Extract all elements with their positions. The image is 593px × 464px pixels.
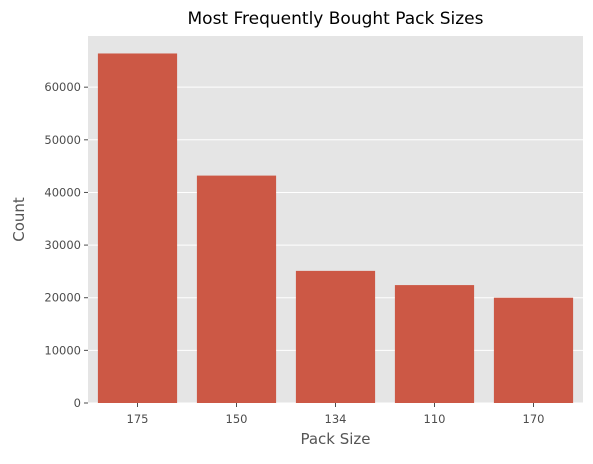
bar-110 xyxy=(394,285,475,403)
bar-175 xyxy=(97,53,178,403)
y-axis-ticks: 0 10000 20000 30000 40000 50000 60000 xyxy=(44,80,88,410)
y-tick-label: 10000 xyxy=(44,343,81,357)
bar-170 xyxy=(493,297,574,403)
x-tick-label: 134 xyxy=(325,412,347,426)
y-tick-label: 0 xyxy=(74,396,81,410)
y-axis-label: Count xyxy=(10,197,28,242)
bar-150 xyxy=(196,175,277,403)
y-tick-label: 30000 xyxy=(44,238,81,252)
bar-134 xyxy=(295,270,376,403)
bars xyxy=(97,53,574,403)
chart-title: Most Frequently Bought Pack Sizes xyxy=(188,9,484,29)
x-tick-label: 110 xyxy=(424,412,446,426)
x-tick-label: 150 xyxy=(226,412,248,426)
x-axis-label: Pack Size xyxy=(300,430,370,448)
x-tick-label: 170 xyxy=(523,412,545,426)
y-tick-label: 50000 xyxy=(44,133,81,147)
y-tick-label: 20000 xyxy=(44,291,81,305)
x-tick-label: 175 xyxy=(127,412,149,426)
y-tick-label: 60000 xyxy=(44,80,81,94)
x-axis-ticks: 175 150 134 110 170 xyxy=(127,403,545,426)
y-tick-label: 40000 xyxy=(44,185,81,199)
